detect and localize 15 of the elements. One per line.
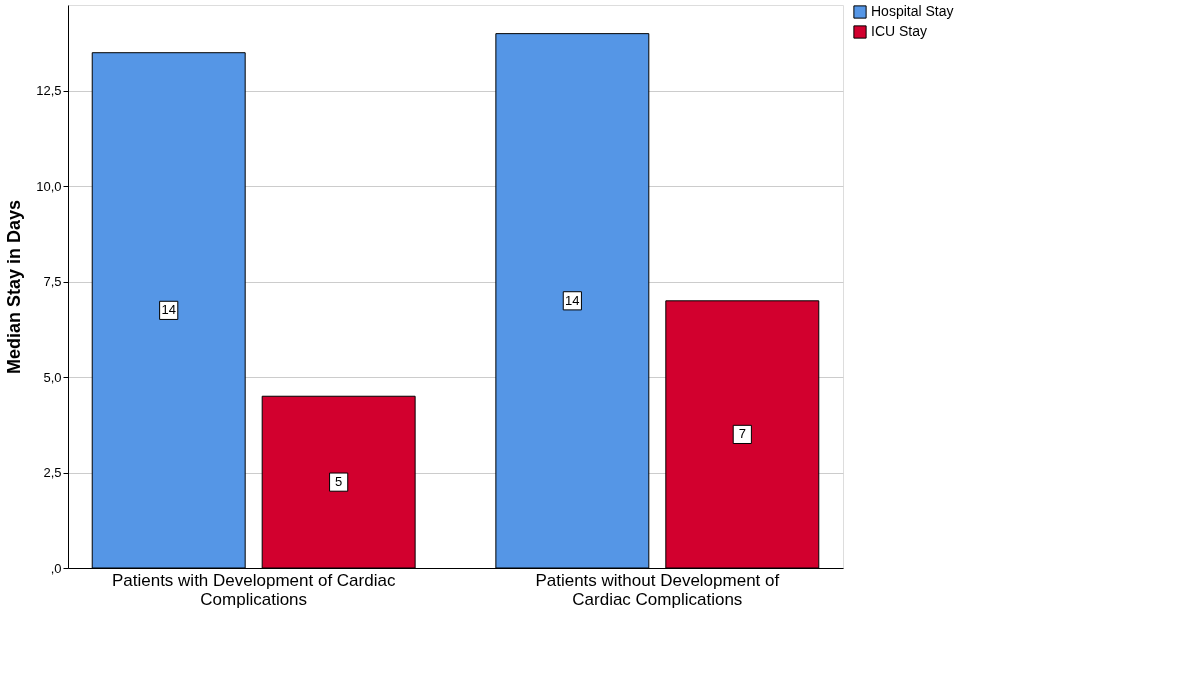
y-tick-label: 10,0 [36, 178, 62, 194]
y-tick-label: 2,5 [43, 465, 62, 481]
legend-label: Hospital Stay [871, 3, 954, 19]
data-label: 14 [161, 302, 176, 318]
data-label: 14 [565, 292, 580, 308]
x-tick-label: Patients with Development of Cardiac Complications [111, 570, 396, 609]
y-axis-title: Median Stay in Days [4, 199, 25, 375]
y-tick-label: 5,0 [43, 369, 62, 385]
y-tick-label: 7,5 [43, 274, 62, 290]
y-tick-label: ,0 [50, 560, 62, 576]
x-tick-label: Patients without Development of Cardiac Complications [535, 570, 780, 609]
legend-label: ICU Stay [871, 23, 928, 39]
data-label: 5 [335, 474, 343, 490]
data-label: 7 [738, 426, 746, 442]
y-tick-label: 12,5 [36, 83, 62, 99]
